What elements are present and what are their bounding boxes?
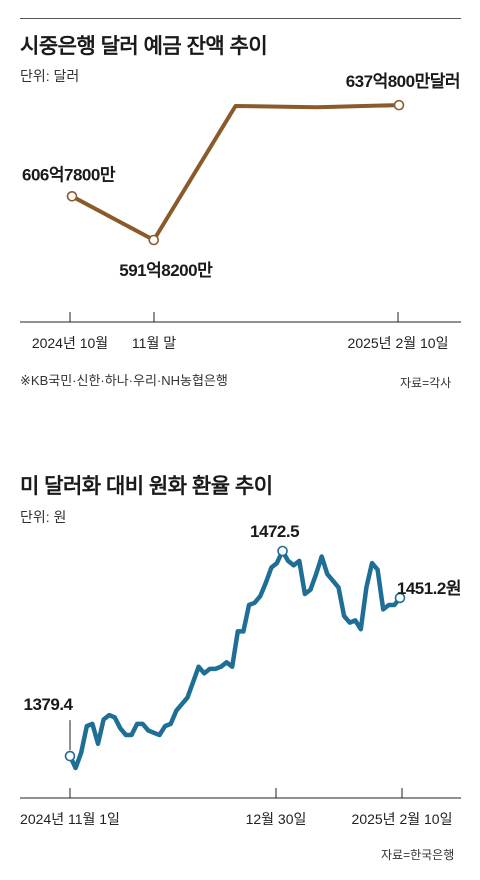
- chart1-title: 시중은행 달러 예금 잔액 추이: [20, 35, 268, 58]
- chart2-unit-label: 단위: 원: [20, 509, 67, 525]
- chart1-data-label: 637억800만달러: [346, 71, 460, 91]
- chart1-note: ※KB국민·신한·하나·우리·NH농협은행: [20, 373, 228, 388]
- chart1-series-line: [70, 103, 401, 242]
- chart1-data-label: 591억8200만: [119, 261, 213, 280]
- chart2-x-tick-label: 2024년 11월 1일: [20, 811, 120, 827]
- chart2-data-label: 1451.2원: [397, 579, 461, 598]
- chart2-data-label: 1379.4: [24, 695, 74, 714]
- chart2-x-tick-label: 12월 30일: [246, 811, 307, 827]
- chart1-data-point: [66, 191, 78, 202]
- chart1-x-tick-label: 2024년 10월: [32, 335, 108, 351]
- chart1-data-point: [393, 99, 405, 111]
- chart1-x-tick-label: 2025년 2월 10일: [348, 335, 449, 351]
- chart1-data-label: 606억7800만: [22, 165, 116, 184]
- chart1-data-point: [148, 234, 160, 246]
- chart2-source: 자료=한국은행: [381, 848, 455, 862]
- chart2-data-point: [64, 750, 76, 762]
- chart2-data-point: [277, 545, 288, 557]
- chart2-x-tick-label: 2025년 2월 10일: [352, 811, 453, 827]
- chart2-title: 미 달러화 대비 원화 환율 추이: [20, 475, 273, 498]
- chart2-data-point: [394, 592, 406, 604]
- top-rule: [20, 18, 461, 19]
- chart2-data-label: 1472.5: [250, 522, 299, 541]
- chart1-svg: 2024년 10월 11월 말 2025년 2월 10일 606억7800만 591억8…: [20, 71, 461, 351]
- chart2-svg: 2024년 11월 1일 12월 30일 2025년 2월 10일 1379.4 147…: [20, 522, 462, 827]
- chart1-source: 자료=각사: [400, 376, 452, 390]
- chart1-x-tick-label: 11월 말: [132, 335, 176, 351]
- chart1-unit-label: 단위: 달러: [20, 68, 80, 84]
- chart2-series-line: [67, 548, 403, 771]
